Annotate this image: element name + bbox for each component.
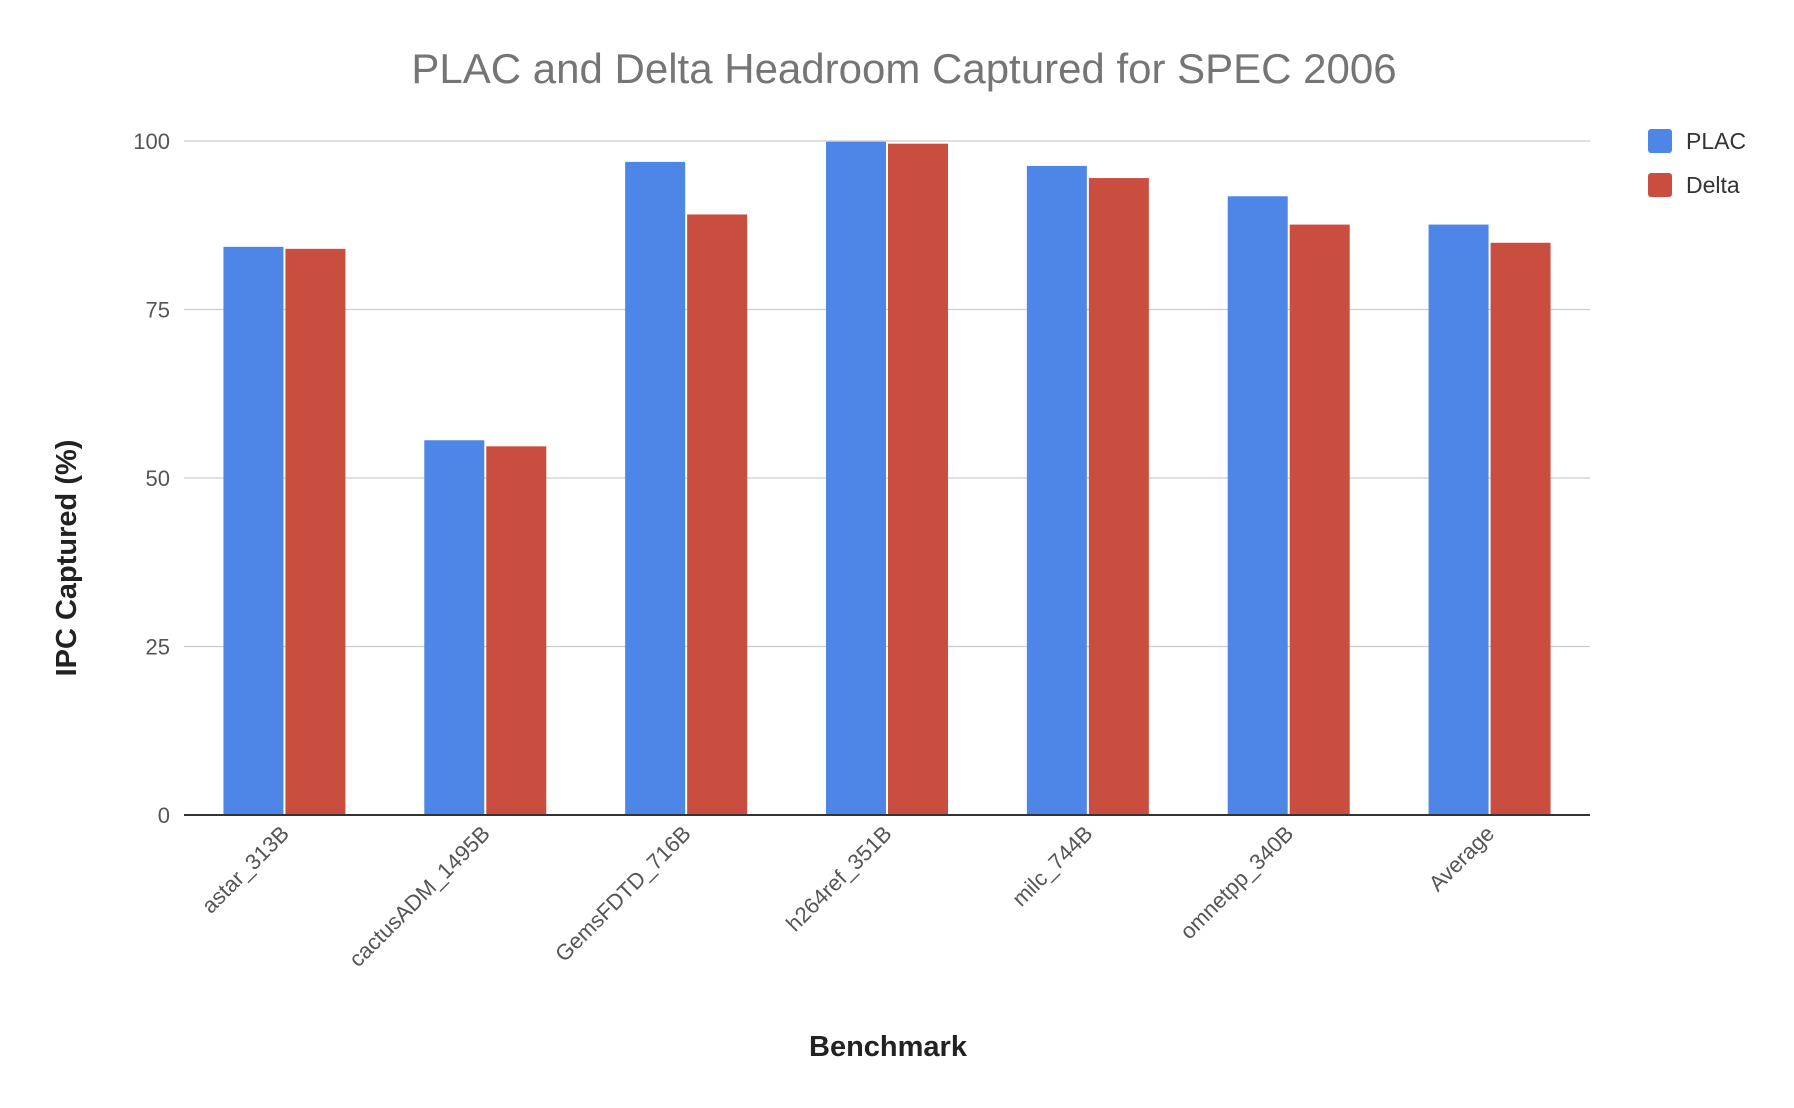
legend-label-delta: Delta	[1686, 172, 1740, 198]
legend-swatch-delta	[1648, 173, 1672, 197]
y-tick-label: 100	[133, 129, 170, 154]
bar-plac-average	[1428, 224, 1489, 816]
x-tick-label: GemsFDTD_716B	[550, 821, 696, 967]
legend-label-plac: PLAC	[1686, 128, 1746, 154]
bar-plac-astar-313b	[223, 246, 284, 815]
bar-delta-omnetpp-340b	[1289, 224, 1350, 816]
x-tick-label: cactusADM_1495B	[344, 821, 495, 972]
bar-delta-gemsfdtd-716b	[687, 214, 748, 815]
x-tick-label: h264ref_351B	[781, 821, 896, 936]
bar-plac-gemsfdtd-716b	[625, 161, 686, 816]
bar-delta-average	[1490, 242, 1551, 816]
y-tick-label: 25	[146, 635, 170, 660]
legend-swatch-plac	[1648, 129, 1672, 153]
bar-delta-astar-313b	[285, 248, 346, 816]
x-tick-label: astar_313B	[197, 821, 294, 918]
bar-plac-h264ref-351b	[826, 141, 886, 815]
bar-plac-milc-744b	[1026, 165, 1087, 816]
bars	[223, 141, 1551, 816]
y-axis-title: IPC Captured (%)	[51, 440, 83, 677]
bar-delta-cactusadm-1495b	[486, 446, 547, 815]
legend: PLAC Delta	[1648, 128, 1746, 198]
x-tick-label: milc_744B	[1007, 821, 1097, 911]
x-axis-ticks: astar_313B cactusADM_1495B GemsFDTD_716B h2…	[197, 821, 1499, 972]
chart-title: PLAC and Delta Headroom Captured for SPE…	[411, 45, 1396, 92]
x-tick-label: omnetpp_340B	[1175, 821, 1298, 944]
bar-plac-omnetpp-340b	[1227, 196, 1288, 815]
y-tick-label: 0	[158, 803, 170, 828]
x-axis-title: Benchmark	[809, 1031, 968, 1063]
bar-plac-cactusadm-1495b	[424, 440, 485, 815]
bar-delta-milc-744b	[1088, 178, 1149, 815]
gridlines	[184, 140, 1590, 648]
y-tick-label: 75	[146, 298, 170, 323]
y-tick-label: 50	[146, 466, 170, 491]
bar-delta-h264ref-351b	[888, 143, 948, 816]
y-axis-ticks: 0 25 50 75 100	[133, 129, 170, 828]
x-tick-label: Average	[1424, 821, 1499, 896]
